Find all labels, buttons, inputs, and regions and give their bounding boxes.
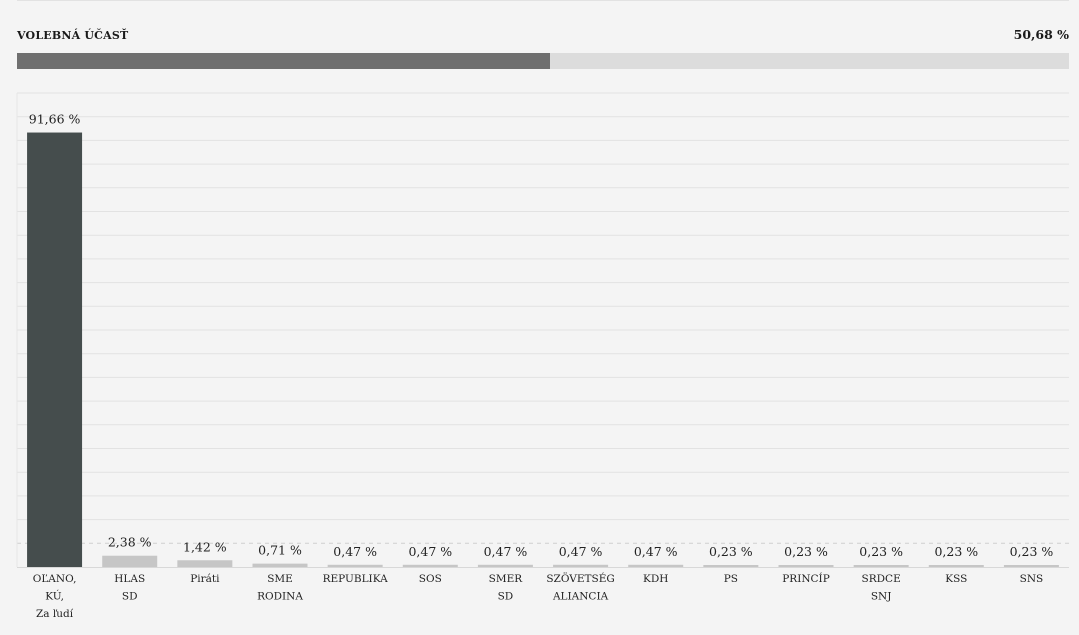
bar-value-label: 91,66 % bbox=[29, 112, 81, 127]
top-divider bbox=[17, 0, 1069, 1]
x-tick-label: SNJ bbox=[871, 591, 892, 603]
bar-value-label: 0,23 % bbox=[784, 544, 828, 559]
bar-value-label: 2,38 % bbox=[108, 535, 152, 550]
x-tick-label: SNS bbox=[1020, 573, 1044, 585]
x-tick-label: KDH bbox=[643, 573, 668, 585]
bar bbox=[928, 565, 984, 567]
x-tick-label: Za ľudí bbox=[36, 608, 74, 620]
turnout-label: VOLEBNÁ ÚČASŤ bbox=[17, 29, 129, 42]
turnout-value: 50,68 % bbox=[1013, 27, 1069, 42]
bar-value-label: 0,47 % bbox=[408, 544, 452, 559]
x-tick-label: ALIANCIA bbox=[552, 591, 609, 603]
bar bbox=[553, 564, 609, 567]
x-tick-label: REPUBLIKA bbox=[323, 573, 389, 585]
bar bbox=[703, 565, 759, 567]
bar bbox=[778, 565, 834, 567]
bar-value-label: 0,23 % bbox=[934, 544, 978, 559]
bar bbox=[177, 560, 233, 567]
x-tick-label: KSS bbox=[945, 573, 967, 585]
bar bbox=[27, 132, 83, 567]
x-tick-label: PS bbox=[724, 573, 738, 585]
x-tick-label: SRDCE bbox=[862, 573, 901, 585]
bar-value-label: 0,47 % bbox=[634, 544, 678, 559]
bar bbox=[1003, 565, 1059, 567]
bar-value-label: 0,23 % bbox=[859, 544, 903, 559]
bar-value-label: 0,23 % bbox=[709, 544, 753, 559]
bar-value-label: 0,47 % bbox=[484, 544, 528, 559]
bar-value-label: 1,42 % bbox=[183, 539, 227, 554]
x-tick-label: RODINA bbox=[257, 591, 303, 603]
bar-value-label: 0,23 % bbox=[1010, 544, 1054, 559]
x-tick-label: SD bbox=[498, 591, 514, 603]
x-tick-label: SOS bbox=[419, 573, 442, 585]
x-tick-label: Piráti bbox=[190, 573, 220, 585]
x-tick-label: SD bbox=[122, 591, 138, 603]
bar bbox=[327, 564, 383, 567]
bar bbox=[252, 563, 308, 567]
bar bbox=[853, 565, 909, 567]
x-tick-label: SME bbox=[267, 573, 293, 585]
x-tick-label: HLAS bbox=[114, 573, 145, 585]
x-tick-label: OĽANO, bbox=[33, 573, 77, 585]
x-tick-label: SZÖVETSÉG bbox=[546, 571, 614, 585]
turnout-progress-bar bbox=[17, 53, 1069, 69]
bar bbox=[628, 564, 684, 567]
bar bbox=[477, 564, 533, 567]
bar bbox=[102, 555, 158, 567]
x-tick-label: PRINCÍP bbox=[782, 571, 830, 585]
bar-value-label: 0,47 % bbox=[333, 544, 377, 559]
turnout-progress-fill bbox=[17, 53, 551, 69]
x-tick-label: KÚ, bbox=[45, 589, 64, 603]
bar-value-label: 0,71 % bbox=[258, 543, 302, 558]
bar bbox=[402, 564, 458, 567]
bar-value-label: 0,47 % bbox=[559, 544, 603, 559]
x-tick-label: SMER bbox=[489, 573, 524, 585]
